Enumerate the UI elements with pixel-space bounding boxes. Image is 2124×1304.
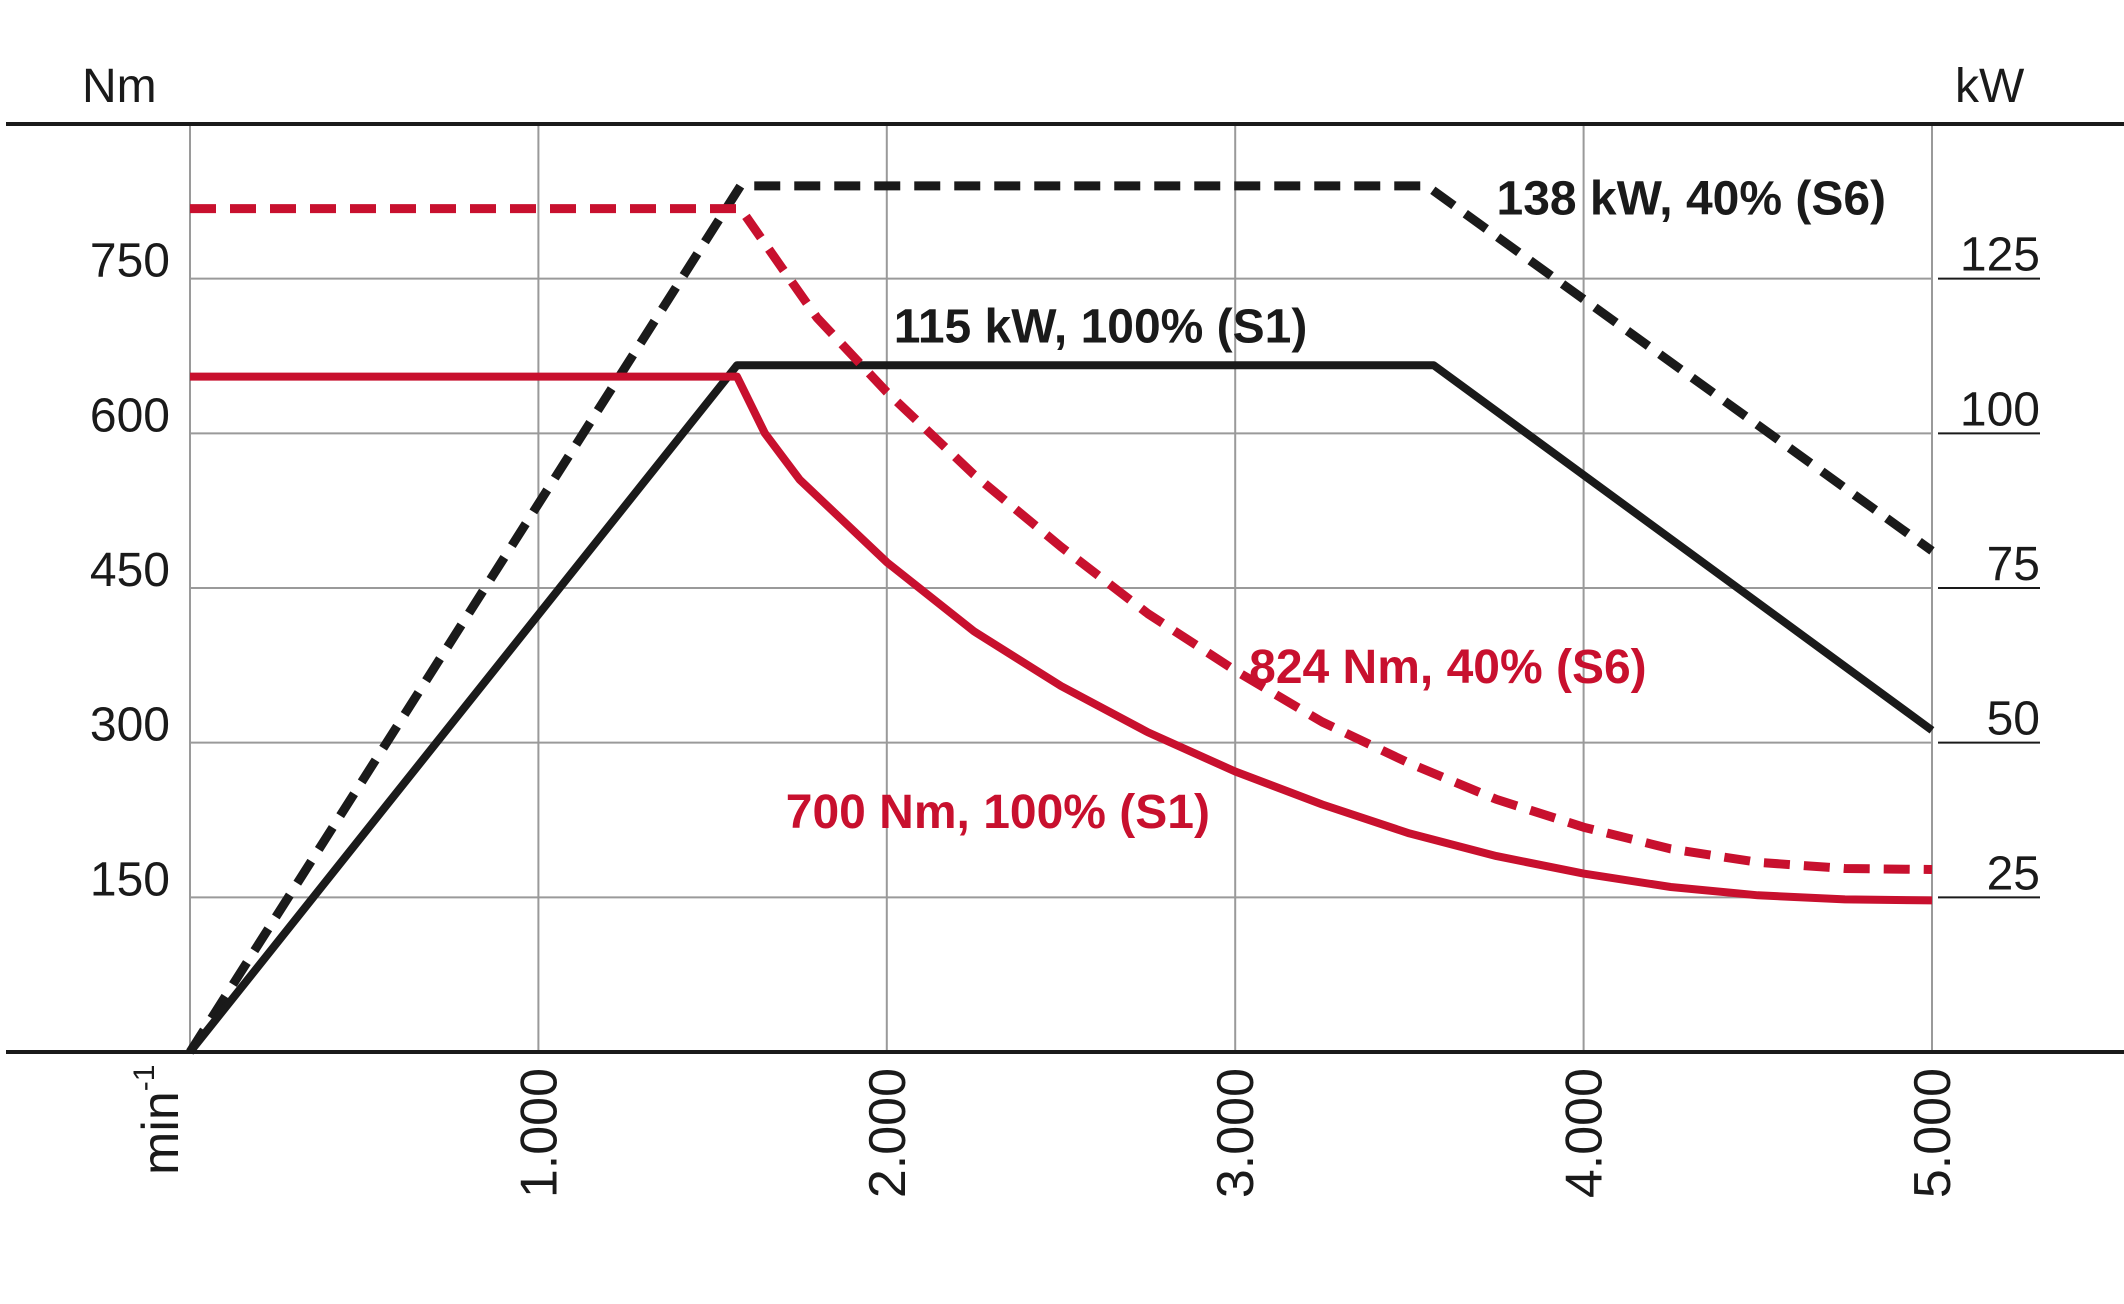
x-axis-unit-exponent: -1 bbox=[128, 1065, 161, 1092]
series-annotation: 824 Nm, 40% (S6) bbox=[1249, 641, 1647, 694]
x-tick-label: 2.000 bbox=[859, 1068, 917, 1198]
series-line-3 bbox=[190, 372, 1933, 905]
right-tick-label: 75 bbox=[1987, 538, 2040, 591]
left-tick-label: 450 bbox=[90, 544, 170, 597]
series-annotations: 138 kW, 40% (S6) 115 kW, 100% (S1) 824 Nm,… bbox=[786, 173, 1886, 840]
x-tick-label: 5.000 bbox=[1904, 1068, 1962, 1198]
left-tick-label: 150 bbox=[90, 853, 170, 906]
x-axis-unit: min-1 bbox=[128, 1065, 190, 1175]
right-axis-unit: kW bbox=[1955, 60, 2025, 113]
series-line-1 bbox=[186, 361, 1935, 1055]
right-tick-label: 50 bbox=[1987, 693, 2040, 746]
x-tick-label: 3.000 bbox=[1207, 1068, 1265, 1198]
left-tick-label: 750 bbox=[90, 235, 170, 288]
axis-frame bbox=[6, 122, 2124, 1054]
tick-labels: 150 300 450 600 750 25 50 75 100 125 1.000 2.000 3.0… bbox=[90, 229, 2040, 1198]
x-tick-label: 4.000 bbox=[1556, 1068, 1614, 1198]
right-tick-label: 25 bbox=[1987, 847, 2040, 900]
series-annotation: 138 kW, 40% (S6) bbox=[1497, 173, 1887, 226]
right-tick-label: 100 bbox=[1960, 383, 2040, 436]
series-annotation: 700 Nm, 100% (S1) bbox=[786, 786, 1210, 839]
series-line-2 bbox=[190, 204, 1933, 874]
left-axis-unit: Nm bbox=[82, 60, 157, 113]
series-line-0 bbox=[186, 181, 1935, 1055]
series-annotation: 115 kW, 100% (S1) bbox=[894, 301, 1308, 354]
series-lines bbox=[186, 181, 1935, 1055]
x-axis-unit-base: min bbox=[132, 1091, 190, 1175]
left-tick-label: 300 bbox=[90, 699, 170, 752]
grid-lines bbox=[189, 124, 1933, 1052]
x-tick-label: 1.000 bbox=[510, 1068, 568, 1198]
left-tick-label: 600 bbox=[90, 389, 170, 442]
right-tick-label: 125 bbox=[1960, 229, 2040, 282]
